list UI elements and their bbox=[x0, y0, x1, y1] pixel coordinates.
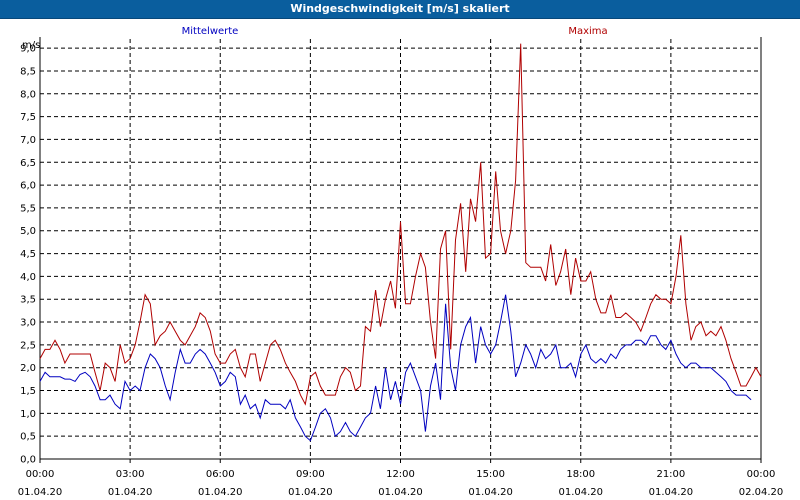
x-tick-time: 12:00 bbox=[386, 469, 415, 480]
x-tick-date: 02.04.20 bbox=[739, 487, 784, 498]
line-chart: m/s Mittelwerte Maxima 0,0 0,5 1,0 1,5 2,0 2,… bbox=[18, 26, 784, 498]
x-tick-date: 01.04.20 bbox=[288, 487, 333, 498]
series-line-mittelwerte bbox=[39, 294, 752, 442]
series-group bbox=[39, 43, 762, 442]
axes bbox=[39, 37, 762, 460]
x-tick-time: 06:00 bbox=[206, 469, 235, 480]
y-axis-unit-label: m/s bbox=[22, 40, 40, 51]
y-tick-label: 5,0 bbox=[20, 226, 36, 237]
y-tick-label: 0,5 bbox=[20, 432, 36, 443]
x-tick-time: 15:00 bbox=[476, 469, 505, 480]
chart-title: Windgeschwindigkeit [m/s] skaliert bbox=[290, 2, 510, 15]
x-tick-date: 01.04.20 bbox=[18, 487, 63, 498]
x-tick-date: 01.04.20 bbox=[108, 487, 153, 498]
y-tick-label: 0,0 bbox=[20, 455, 36, 466]
x-tick-date: 01.04.20 bbox=[468, 487, 513, 498]
y-tick-label: 2,5 bbox=[20, 340, 36, 351]
y-tick-label: 8,0 bbox=[20, 89, 36, 100]
x-tick-time: 21:00 bbox=[656, 469, 685, 480]
x-tick-date: 01.04.20 bbox=[198, 487, 243, 498]
x-tick-time: 00:00 bbox=[747, 469, 776, 480]
y-tick-label: 9,0 bbox=[20, 44, 36, 55]
y-tick-label: 2,0 bbox=[20, 363, 36, 374]
series-line-maxima bbox=[39, 43, 762, 406]
y-axis-ticks: 0,0 0,5 1,0 1,5 2,0 2,5 3,0 3,5 4,0 4,5 5,0 5,5 6,0 6… bbox=[20, 44, 36, 466]
x-axis-ticks: 00:00 01.04.20 03:00 01.04.20 06:00 01.04.20 0… bbox=[18, 459, 784, 498]
y-tick-label: 6,5 bbox=[20, 158, 36, 169]
x-tick-date: 01.04.20 bbox=[558, 487, 603, 498]
x-tick-time: 00:00 bbox=[26, 469, 55, 480]
legend-maxima: Maxima bbox=[568, 26, 607, 37]
y-tick-label: 4,0 bbox=[20, 272, 36, 283]
y-tick-label: 7,0 bbox=[20, 135, 36, 146]
y-tick-label: 4,5 bbox=[20, 249, 36, 260]
legend-mittelwerte: Mittelwerte bbox=[182, 26, 239, 37]
y-tick-label: 8,5 bbox=[20, 66, 36, 77]
y-tick-label: 6,0 bbox=[20, 181, 36, 192]
title-bar: Windgeschwindigkeit [m/s] skaliert bbox=[0, 0, 800, 19]
x-tick-time: 09:00 bbox=[296, 469, 325, 480]
y-tick-label: 1,5 bbox=[20, 386, 36, 397]
y-tick-label: 3,5 bbox=[20, 295, 36, 306]
y-tick-label: 1,0 bbox=[20, 409, 36, 420]
y-tick-label: 5,5 bbox=[20, 203, 36, 214]
grid bbox=[40, 39, 761, 459]
x-tick-date: 01.04.20 bbox=[649, 487, 694, 498]
y-tick-label: 3,0 bbox=[20, 318, 36, 329]
x-tick-time: 18:00 bbox=[566, 469, 595, 480]
y-tick-label: 7,5 bbox=[20, 112, 36, 123]
x-tick-time: 03:00 bbox=[116, 469, 145, 480]
x-tick-date: 01.04.20 bbox=[378, 487, 423, 498]
